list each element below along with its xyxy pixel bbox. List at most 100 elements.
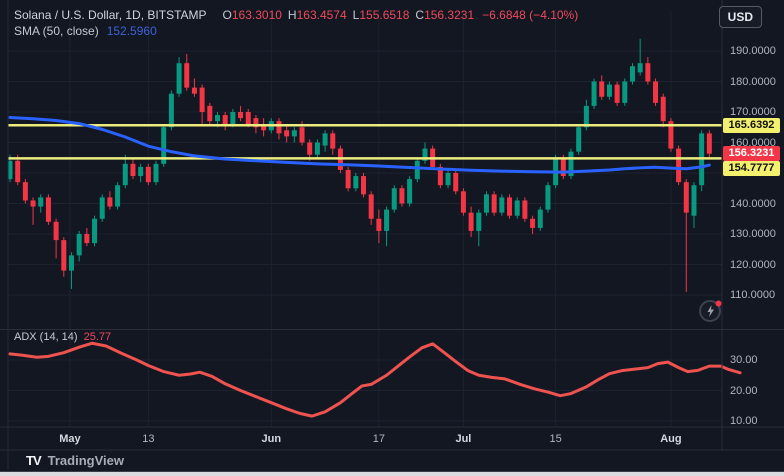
sma-legend-row[interactable]: SMA (50, close) 152.5960 (14, 24, 578, 39)
candle-body (629, 66, 635, 82)
adx-legend[interactable]: ADX (14, 14) 25.77 (14, 331, 111, 343)
candle-body (92, 218, 98, 244)
candle-body (483, 194, 489, 213)
time-axis-label: Aug (660, 433, 682, 445)
time-axis-label: 17 (372, 433, 385, 445)
candle-body (168, 93, 174, 128)
adx-axis-label: 20.00 (730, 384, 758, 397)
price-axis-label: 170.0000 (730, 106, 776, 118)
candle-body (291, 130, 297, 137)
candle-body (230, 112, 236, 125)
adx-value: 25.77 (83, 331, 112, 343)
candle-body (545, 185, 551, 210)
candle-body (384, 209, 390, 231)
candle-body (322, 133, 328, 146)
close-value: 156.3231 (424, 8, 475, 22)
candle-body (191, 87, 197, 94)
sma-label: SMA (50, close) (14, 24, 99, 38)
price-axis-label: 140.0000 (730, 197, 776, 210)
candle-body (107, 197, 113, 207)
candle-body (276, 121, 282, 134)
lightning-icon (699, 300, 722, 322)
symbol-title[interactable]: Solana / U.S. Dollar, 1D, BITSTAMP (14, 8, 207, 22)
tradingview-logo-icon[interactable]: TV (26, 453, 42, 468)
candle-body (499, 197, 505, 213)
time-axis-label: Jul (455, 433, 472, 445)
candle-body (537, 209, 543, 228)
price-axis-label: 110.0000 (730, 289, 776, 301)
price-axis-label: 180.0000 (730, 75, 776, 88)
candle-body (299, 127, 305, 143)
candle-body (676, 148, 682, 183)
candle-body (161, 127, 167, 164)
candle-body (407, 179, 413, 204)
candle-body (445, 173, 451, 186)
candle-body (45, 197, 51, 222)
candle-body (583, 105, 589, 128)
sma-line[interactable] (8, 115, 711, 174)
price-axis-label: 120.0000 (730, 258, 776, 271)
adx-line[interactable] (8, 341, 742, 418)
currency-unit-button[interactable]: USD (718, 6, 762, 28)
adx-axis-label: 10.00 (730, 415, 758, 427)
candle-body (622, 81, 628, 103)
candle-body (530, 218, 536, 228)
candle-body (437, 166, 443, 186)
tradingview-brand[interactable]: TradingView (47, 453, 124, 468)
time-axis-label: 13 (142, 433, 155, 445)
candle-body (330, 133, 336, 149)
candle-body (130, 163, 136, 177)
last-price-label: 156.3231 (723, 146, 780, 162)
bottom-edge (0, 471, 784, 476)
candle-body (76, 234, 82, 256)
candle-body (153, 163, 159, 183)
price-axis-label: 190.0000 (730, 45, 776, 57)
candle-body (683, 182, 689, 213)
price-axis-label: 160.0000 (730, 136, 776, 149)
footer-bar: TV TradingView (0, 450, 784, 471)
candle-body (637, 63, 643, 73)
level-price-label: 165.6392 (723, 117, 780, 133)
candle-body (261, 124, 267, 131)
level-price-label: 154.7777 (723, 160, 780, 176)
candle-body (30, 200, 36, 207)
candle-body (38, 197, 44, 207)
symbol-legend[interactable]: Solana / U.S. Dollar, 1D, BITSTAMP O163.3… (14, 8, 578, 40)
candle-body (660, 96, 666, 122)
candle-body (491, 194, 497, 213)
candle-body (145, 166, 151, 183)
candle-body (122, 163, 128, 186)
candle-body (176, 63, 182, 94)
candle-body (706, 133, 712, 154)
candle-body (15, 160, 21, 183)
candle-body (284, 130, 290, 137)
candle-body (68, 255, 74, 271)
candle-body (645, 63, 651, 82)
candle-body (507, 197, 513, 216)
boost-widget[interactable] (697, 296, 725, 324)
candle-body (591, 81, 597, 106)
candle-body (460, 191, 466, 213)
candle-body (668, 121, 674, 149)
candle-body (138, 166, 144, 177)
candle-body (53, 221, 59, 241)
candle-body (414, 160, 420, 180)
candle-body (61, 240, 67, 271)
close-label: C (415, 8, 425, 22)
high-label: H (287, 8, 297, 22)
low-label: L (352, 8, 360, 22)
symbol-legend-row: Solana / U.S. Dollar, 1D, BITSTAMP O163.3… (14, 8, 578, 23)
time-axis-label: 15 (549, 433, 562, 445)
candle-body (522, 200, 528, 219)
candle-body (422, 148, 428, 161)
candle-body (184, 63, 190, 88)
low-value: 155.6518 (359, 8, 410, 22)
candle-body (560, 157, 566, 177)
candle-body (207, 105, 213, 122)
candle-body (606, 84, 612, 97)
candle-body (514, 200, 520, 216)
candle-body (353, 176, 359, 189)
candle-body (314, 142, 320, 155)
